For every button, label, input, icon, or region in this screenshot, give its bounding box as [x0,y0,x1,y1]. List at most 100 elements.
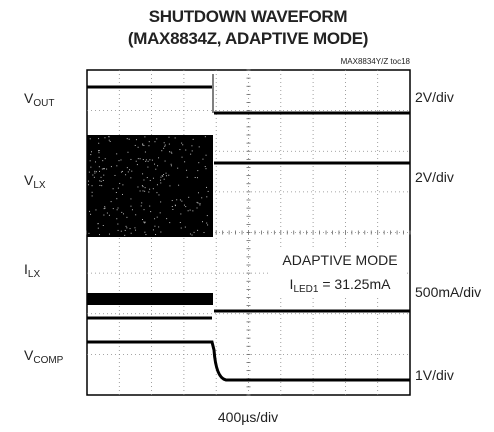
speck [130,158,132,160]
speck [171,206,173,208]
speck [154,141,156,143]
speck [172,208,174,210]
speck [158,226,160,228]
speck [192,210,194,212]
speck [143,221,145,223]
speck [179,222,181,224]
speck [149,205,151,207]
speck [127,151,129,153]
label-main: V [24,347,34,363]
speck [89,160,91,162]
speck [206,222,208,224]
speck [139,190,141,192]
speck [127,171,129,173]
channel-scale: 2V/div [415,169,454,185]
speck [184,226,186,228]
speck [130,177,132,179]
speck [122,213,124,215]
speck [91,191,93,193]
speck [104,206,106,208]
speck [112,188,114,190]
speck [95,171,97,173]
speck [144,221,146,223]
speck [116,165,118,167]
speck [202,158,204,160]
channel-label: VLX [24,172,46,191]
speck [159,212,161,214]
speck [135,160,137,162]
speck [185,149,187,151]
speck [94,172,96,174]
speck [142,144,144,146]
speck [192,138,194,140]
speck [130,198,132,200]
speck [205,168,207,170]
speck [102,224,104,226]
speck [98,150,100,152]
speck [156,184,158,186]
speck [143,209,145,211]
channel-label: VOUT [24,90,54,109]
speck [191,145,193,147]
speck [110,166,112,168]
speck [112,208,114,210]
speck [179,199,181,201]
speck [103,168,105,170]
speck [126,167,128,169]
speck [189,209,191,211]
speck [160,231,162,233]
channel-scale: 2V/div [415,89,454,105]
speck [92,174,94,176]
speck [155,168,157,170]
speck [191,234,193,236]
rest: = 31.25mA [318,276,391,292]
speck [166,218,168,220]
speck [180,227,182,229]
speck [126,227,128,229]
speck [160,179,162,181]
channel-labels: VOUT 2V/divVLX2V/divILX500mA/divVCOMP1V/d… [24,89,481,383]
speck [102,160,104,162]
subtitle: (MAX8834Z, ADAPTIVE MODE) [128,29,368,48]
speck [94,170,96,172]
speck [101,168,103,170]
speck [103,174,105,176]
speck [98,150,100,152]
speck [171,200,173,202]
speck [98,166,100,168]
speck [94,161,96,163]
speck [207,224,209,226]
time-scale: 400µs/div [218,409,278,425]
speck [104,207,106,209]
speck [183,204,185,206]
label-sub: COMP [33,355,63,366]
speck [121,211,123,213]
speck [149,179,151,181]
speck [116,209,118,211]
speck [160,176,162,178]
speck [179,149,181,151]
speck [181,156,183,158]
speck [97,227,99,229]
speck [156,192,158,194]
speck [129,169,131,171]
speck [129,228,131,230]
speck [168,143,170,145]
speck [103,208,105,210]
speck [198,146,200,148]
speck [135,214,137,216]
speck [108,214,110,216]
speck [141,202,143,204]
speck [126,138,128,140]
speck [151,159,153,161]
speck [163,147,165,149]
speck [126,216,128,218]
speck [145,234,147,236]
speck [177,167,179,169]
speck [140,205,142,207]
speck [171,152,173,154]
speck [137,146,139,148]
speck [98,138,100,140]
speck [124,229,126,231]
speck [117,229,119,231]
